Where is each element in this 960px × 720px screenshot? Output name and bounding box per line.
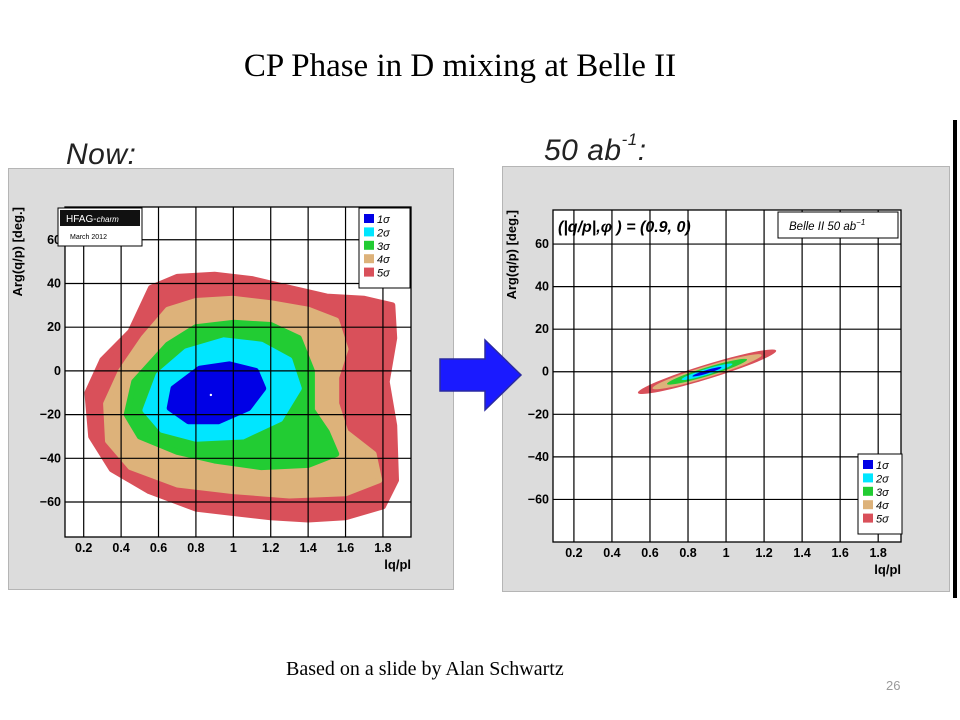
legend-swatch: [364, 254, 374, 264]
x-tick-label: 0.4: [112, 541, 129, 555]
legend-swatch: [364, 240, 374, 250]
legend-swatch: [863, 513, 873, 523]
hfag-badge-label-italic: charm: [97, 215, 120, 224]
y-tick-label: −20: [40, 408, 61, 422]
x-tick-label: 0.6: [150, 541, 167, 555]
y-tick-label: −20: [528, 407, 549, 421]
legend-entry: 4σ: [377, 254, 390, 266]
x-tick-label: 0.2: [75, 541, 92, 555]
legend-swatch: [364, 227, 374, 237]
legend-entry: 5σ: [876, 514, 889, 526]
belle-badge-box: [777, 211, 899, 239]
panel-heading-now: Now:: [66, 138, 137, 171]
legend-entry: 3σ: [876, 487, 889, 499]
hfag-badge-date: March 2012: [70, 234, 107, 241]
x-tick-label: 1.2: [262, 541, 279, 555]
y-tick-label: −40: [40, 451, 61, 465]
belle-badge-label: Belle II 50 ab−1: [789, 218, 865, 233]
x-tick-label: 1.6: [831, 546, 848, 560]
belle-badge-label-main: Belle II 50 ab: [789, 221, 857, 233]
panel-heading-future-sup: -1: [621, 130, 638, 149]
right-arrow-shape: [439, 338, 523, 412]
plot-area: [553, 210, 901, 542]
legend-entry: 1σ: [377, 214, 390, 226]
y-tick-label: 20: [535, 322, 549, 336]
legend-swatch: [364, 267, 374, 277]
legend-swatch: [863, 473, 873, 483]
hfag-badge-top: [60, 210, 140, 226]
x-tick-label: 0.2: [565, 546, 582, 560]
legend-entry: 2σ: [875, 473, 889, 485]
legend-swatch: [364, 214, 374, 223]
belle-badge-label-sup: −1: [856, 218, 865, 227]
point-annotation: (|q/p|,φ ) = (0.9, 0): [558, 219, 691, 236]
y-tick-label: 40: [47, 276, 61, 290]
panel-heading-future-text: 50 ab: [544, 134, 622, 167]
y-tick-label: −60: [40, 495, 61, 509]
y-tick-label: 60: [535, 237, 549, 251]
hfag-badge-label-main: HFAG-: [66, 214, 97, 225]
x-axis-label: lq/pl: [874, 562, 901, 577]
x-tick-label: 0.8: [679, 546, 696, 560]
x-tick-label: 0.8: [187, 541, 204, 555]
x-tick-label: 1.8: [374, 541, 391, 555]
y-tick-label: −40: [528, 450, 549, 464]
right-arrow-icon: [439, 338, 523, 412]
legend-swatch: [863, 460, 873, 469]
panel-heading-future: 50 ab-1:: [544, 130, 647, 168]
legend-entry: 5σ: [377, 268, 390, 280]
best-fit-point: [209, 393, 213, 397]
x-tick-label: 1: [723, 546, 730, 560]
x-tick-label: 0.6: [641, 546, 658, 560]
chart-now: 0.2 0.4 0.6 0.8 1 1.2 1.4 1.6 1.86040200−20−40−6…: [8, 168, 454, 590]
y-tick-label: 0: [542, 365, 549, 379]
hfag-badge-label: HFAG-charm: [66, 214, 119, 225]
x-tick-label: 0.4: [603, 546, 620, 560]
legend-entry: 1σ: [876, 460, 889, 472]
x-tick-label: 1.4: [299, 541, 316, 555]
y-axis-label: Arg(q/p) [deg.]: [504, 210, 519, 300]
y-tick-label: −60: [528, 492, 549, 506]
x-tick-label: 1.6: [337, 541, 354, 555]
y-axis-label: Arg(q/p) [deg.]: [10, 207, 25, 297]
panel-heading-future-suffix: :: [637, 134, 647, 167]
plot-frame: [552, 209, 902, 543]
x-tick-label: 1.4: [793, 546, 810, 560]
y-tick-label: 20: [47, 320, 61, 334]
footer-credit: Based on a slide by Alan Schwartz: [286, 658, 564, 680]
page-number: 26: [886, 678, 901, 693]
legend-entry: 2σ: [376, 227, 390, 239]
legend-entry: 3σ: [377, 241, 390, 253]
x-tick-label: 1: [230, 541, 237, 555]
y-tick-label: 0: [54, 364, 61, 378]
x-axis-label: lq/pl: [384, 557, 411, 572]
slide-title: CP Phase in D mixing at Belle II: [243, 48, 677, 84]
y-tick-label: 40: [535, 280, 549, 294]
legend-swatch: [863, 486, 873, 496]
legend-entry: 4σ: [876, 500, 889, 512]
x-tick-label: 1.2: [755, 546, 772, 560]
legend-swatch: [863, 500, 873, 510]
x-tick-label: 1.8: [869, 546, 886, 560]
right-edge-line: [953, 120, 957, 598]
plot-frame: [64, 206, 412, 538]
chart-future: 0.2 0.4 0.6 0.8 1 1.2 1.4 1.6 1.8 60 40 20 0 −20 −40 −6…: [502, 166, 950, 592]
